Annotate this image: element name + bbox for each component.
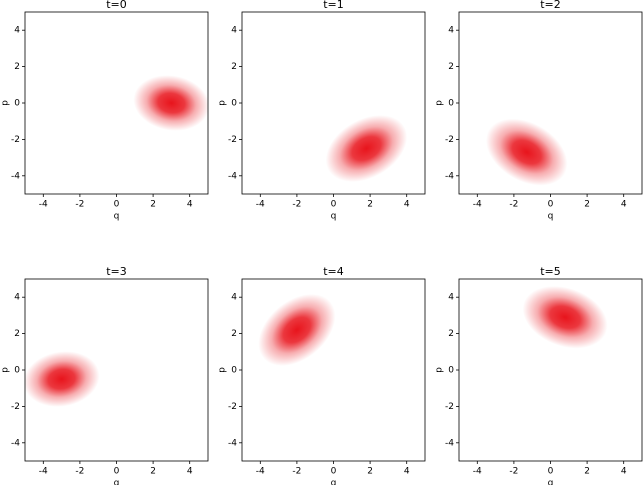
x-tick-label: -2 (509, 467, 518, 477)
plot-area (485, 118, 568, 186)
subplot-title: t=1 (323, 0, 344, 11)
plot-area (258, 293, 336, 366)
y-tick-label: 4 (231, 293, 237, 303)
x-tick-label: -4 (256, 200, 265, 210)
y-tick-label: -2 (11, 135, 20, 145)
subplot-title: t=0 (106, 0, 127, 11)
x-tick-label: -2 (292, 200, 301, 210)
y-tick-label: 0 (231, 99, 237, 109)
subplot-title: t=2 (540, 0, 561, 11)
y-tick-label: 4 (14, 26, 20, 36)
x-axis-label: q (548, 212, 554, 222)
subplot-title: t=4 (323, 265, 344, 278)
y-tick-label: 2 (231, 62, 237, 72)
y-tick-label: 2 (14, 329, 20, 339)
x-tick-label: -4 (473, 467, 482, 477)
x-tick-label: -4 (39, 467, 48, 477)
y-tick-label: 4 (14, 293, 20, 303)
y-tick-label: 4 (448, 26, 454, 36)
y-tick-label: -4 (228, 171, 237, 181)
density-blob (258, 293, 336, 366)
x-tick-label: 2 (367, 467, 373, 477)
x-tick-label: 2 (150, 467, 156, 477)
x-axis-label: q (114, 212, 120, 222)
x-tick-label: -2 (292, 467, 301, 477)
y-tick-label: -4 (11, 438, 20, 448)
x-tick-label: 4 (187, 200, 193, 210)
x-tick-label: 0 (548, 467, 554, 477)
y-axis-label: p (218, 367, 228, 373)
x-tick-label: 0 (331, 467, 337, 477)
x-tick-label: 0 (331, 200, 337, 210)
x-tick-label: -4 (473, 200, 482, 210)
x-tick-label: -2 (509, 200, 518, 210)
y-tick-label: 0 (14, 99, 20, 109)
y-tick-label: 2 (448, 62, 454, 72)
y-tick-label: -4 (11, 171, 20, 181)
x-tick-label: -4 (39, 200, 48, 210)
y-tick-label: 4 (231, 26, 237, 36)
x-tick-label: 2 (367, 200, 373, 210)
x-tick-label: -2 (75, 467, 84, 477)
y-tick-label: -2 (11, 402, 20, 412)
subplot-title: t=5 (540, 265, 561, 278)
plot-area (325, 115, 408, 182)
y-tick-label: 2 (14, 62, 20, 72)
plot-area (133, 75, 208, 131)
x-axis-label: q (331, 212, 337, 222)
x-axis-label: q (114, 479, 120, 485)
y-axis-label: p (1, 367, 11, 373)
y-axis-label: p (435, 100, 445, 106)
y-tick-label: -2 (445, 135, 454, 145)
x-tick-label: 2 (584, 467, 590, 477)
y-tick-label: -2 (228, 135, 237, 145)
y-tick-label: -4 (445, 438, 454, 448)
x-tick-label: 4 (404, 467, 410, 477)
y-tick-label: 0 (14, 366, 20, 376)
density-blob (25, 351, 100, 407)
y-tick-label: -4 (445, 171, 454, 181)
plot-area (522, 286, 608, 349)
y-tick-label: 2 (448, 329, 454, 339)
density-blob (133, 75, 208, 131)
x-tick-label: 0 (114, 467, 120, 477)
y-tick-label: 0 (448, 366, 454, 376)
x-axis-label: q (331, 479, 337, 485)
y-tick-label: 0 (231, 366, 237, 376)
axes-frame (241, 278, 426, 462)
density-blob (325, 115, 408, 182)
x-tick-label: -2 (75, 200, 84, 210)
y-axis-label: p (435, 367, 445, 373)
x-tick-label: 4 (404, 200, 410, 210)
subplot-title: t=3 (106, 265, 127, 278)
x-tick-label: 4 (621, 467, 627, 477)
y-tick-label: -2 (228, 402, 237, 412)
x-tick-label: 4 (621, 200, 627, 210)
density-blob (485, 118, 568, 186)
y-tick-label: 2 (231, 329, 237, 339)
x-tick-label: 2 (150, 200, 156, 210)
x-tick-label: 0 (548, 200, 554, 210)
y-tick-label: -4 (228, 438, 237, 448)
y-axis-label: p (1, 100, 11, 106)
y-tick-label: 0 (448, 99, 454, 109)
density-blob (522, 286, 608, 349)
plot-area (25, 351, 100, 407)
x-tick-label: 4 (187, 467, 193, 477)
y-axis-label: p (218, 100, 228, 106)
x-tick-label: 2 (584, 200, 590, 210)
x-tick-label: 0 (114, 200, 120, 210)
y-tick-label: -2 (445, 402, 454, 412)
x-axis-label: q (548, 479, 554, 485)
y-tick-label: 4 (448, 293, 454, 303)
x-tick-label: -4 (256, 467, 265, 477)
